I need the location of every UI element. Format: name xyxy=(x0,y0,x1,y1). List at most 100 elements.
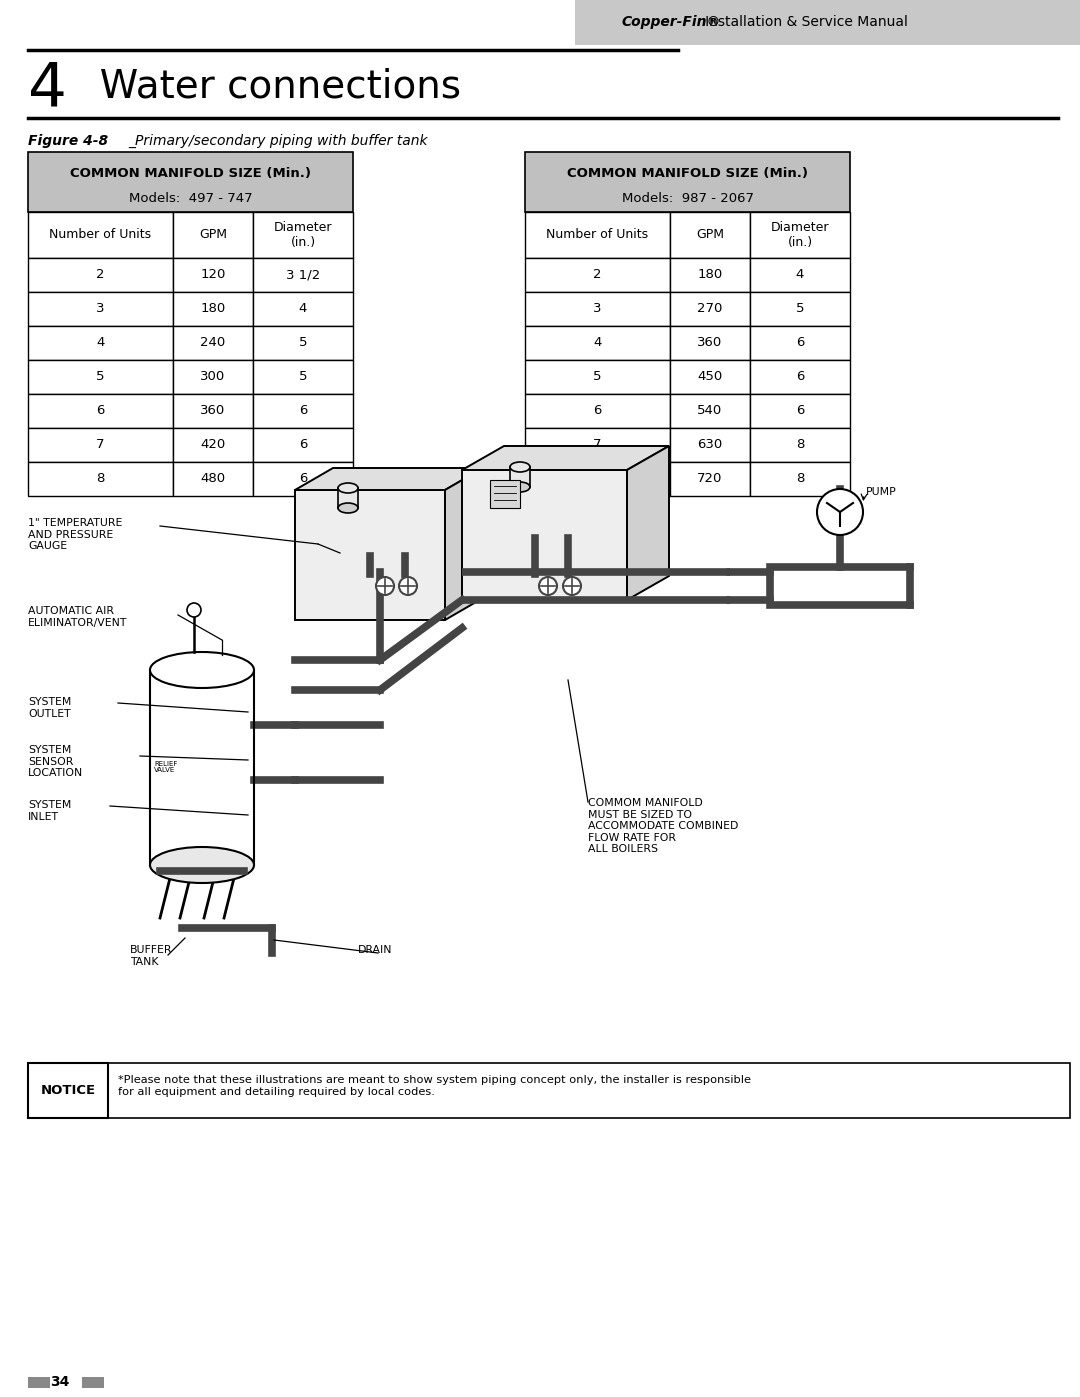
Text: 5: 5 xyxy=(96,370,105,384)
Bar xyxy=(525,258,670,292)
Bar xyxy=(525,427,670,462)
Ellipse shape xyxy=(338,483,357,493)
Bar xyxy=(173,462,253,496)
Bar xyxy=(525,152,850,212)
Text: Number of Units: Number of Units xyxy=(50,229,151,242)
Text: 420: 420 xyxy=(201,439,226,451)
Circle shape xyxy=(816,489,863,535)
Polygon shape xyxy=(462,469,627,599)
Bar xyxy=(173,258,253,292)
Bar xyxy=(253,326,353,360)
Circle shape xyxy=(187,604,201,617)
Text: 3: 3 xyxy=(96,303,105,316)
Text: 7: 7 xyxy=(96,439,105,451)
Bar xyxy=(28,1063,108,1118)
Bar xyxy=(525,212,670,258)
Circle shape xyxy=(563,577,581,595)
Polygon shape xyxy=(445,468,483,620)
Bar xyxy=(750,212,850,258)
Text: SYSTEM
OUTLET: SYSTEM OUTLET xyxy=(28,697,71,718)
Text: 8: 8 xyxy=(593,472,602,486)
Bar xyxy=(28,462,173,496)
Bar xyxy=(750,427,850,462)
Bar xyxy=(173,360,253,394)
Bar xyxy=(28,326,173,360)
Text: 120: 120 xyxy=(200,268,226,282)
Text: 4: 4 xyxy=(299,303,307,316)
Text: 6: 6 xyxy=(796,405,805,418)
Bar xyxy=(82,1377,104,1389)
Text: 450: 450 xyxy=(698,370,723,384)
Bar xyxy=(525,394,670,427)
Text: 240: 240 xyxy=(201,337,226,349)
Text: 480: 480 xyxy=(201,472,226,486)
Text: 4: 4 xyxy=(28,60,67,119)
Text: AUTOMATIC AIR
ELIMINATOR/VENT: AUTOMATIC AIR ELIMINATOR/VENT xyxy=(28,606,127,627)
Bar xyxy=(28,394,173,427)
Text: 34: 34 xyxy=(51,1376,70,1390)
Text: Figure 4-8: Figure 4-8 xyxy=(28,134,108,148)
Bar xyxy=(253,292,353,326)
Text: 270: 270 xyxy=(698,303,723,316)
Bar xyxy=(173,292,253,326)
Text: 8: 8 xyxy=(96,472,105,486)
Bar xyxy=(338,488,357,509)
Text: Water connections: Water connections xyxy=(75,68,461,106)
Text: 630: 630 xyxy=(698,439,723,451)
Polygon shape xyxy=(462,446,669,469)
Bar xyxy=(670,394,750,427)
Bar xyxy=(28,152,353,212)
Bar xyxy=(510,467,530,488)
Bar xyxy=(750,292,850,326)
Text: Models:  987 - 2067: Models: 987 - 2067 xyxy=(621,191,754,204)
Bar xyxy=(750,326,850,360)
Text: 4: 4 xyxy=(96,337,105,349)
Bar xyxy=(670,360,750,394)
Polygon shape xyxy=(295,490,445,620)
Text: _Primary/secondary piping with buffer tank: _Primary/secondary piping with buffer ta… xyxy=(129,134,428,148)
Bar xyxy=(670,258,750,292)
Bar xyxy=(150,671,254,865)
Bar xyxy=(525,326,670,360)
Bar xyxy=(253,394,353,427)
Ellipse shape xyxy=(338,503,357,513)
Text: 360: 360 xyxy=(201,405,226,418)
Text: 540: 540 xyxy=(698,405,723,418)
Text: 6: 6 xyxy=(96,405,105,418)
Bar xyxy=(750,258,850,292)
Text: 6: 6 xyxy=(796,337,805,349)
Text: SYSTEM
SENSOR
LOCATION: SYSTEM SENSOR LOCATION xyxy=(28,745,83,778)
Text: 8: 8 xyxy=(796,439,805,451)
Text: PUMP: PUMP xyxy=(866,488,896,497)
Text: 180: 180 xyxy=(201,303,226,316)
Bar xyxy=(173,326,253,360)
Bar xyxy=(670,326,750,360)
Text: 5: 5 xyxy=(796,303,805,316)
Ellipse shape xyxy=(150,652,254,687)
Bar xyxy=(253,258,353,292)
Text: 4: 4 xyxy=(796,268,805,282)
Text: 2: 2 xyxy=(593,268,602,282)
Bar xyxy=(28,360,173,394)
Bar xyxy=(28,212,173,258)
Bar xyxy=(28,1063,1070,1118)
Text: RELIEF
VALVE: RELIEF VALVE xyxy=(154,760,177,774)
Bar xyxy=(253,212,353,258)
Text: *Please note that these illustrations are meant to show system piping concept on: *Please note that these illustrations ar… xyxy=(118,1076,751,1097)
Polygon shape xyxy=(627,446,669,599)
Bar xyxy=(575,0,1080,45)
Bar xyxy=(525,360,670,394)
Bar xyxy=(525,292,670,326)
Text: 180: 180 xyxy=(698,268,723,282)
Text: Installation & Service Manual: Installation & Service Manual xyxy=(692,15,908,29)
Text: 5: 5 xyxy=(299,370,307,384)
Ellipse shape xyxy=(510,482,530,492)
Text: COMMON MANIFOLD SIZE (Min.): COMMON MANIFOLD SIZE (Min.) xyxy=(567,168,808,180)
Bar xyxy=(28,1377,50,1389)
Text: 4: 4 xyxy=(593,337,602,349)
Bar xyxy=(173,427,253,462)
Bar xyxy=(750,360,850,394)
Bar xyxy=(28,258,173,292)
Text: GPM: GPM xyxy=(199,229,227,242)
Text: 720: 720 xyxy=(698,472,723,486)
